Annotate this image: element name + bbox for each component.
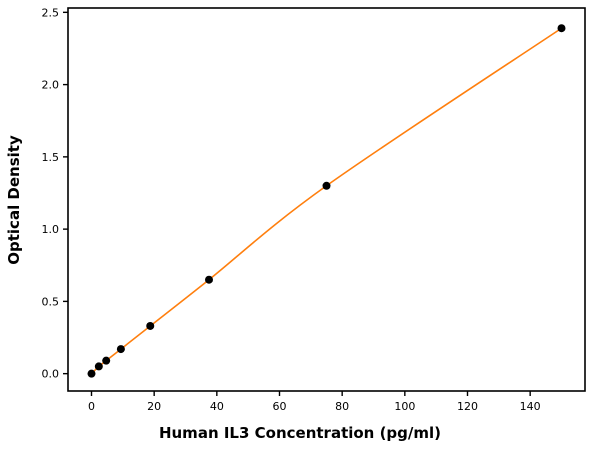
y-tick-label: 0.5 bbox=[42, 295, 60, 308]
data-point bbox=[557, 24, 566, 33]
data-point bbox=[94, 362, 103, 371]
x-tick-label: 120 bbox=[457, 400, 478, 413]
fit-curve-line bbox=[90, 27, 562, 375]
data-point bbox=[205, 275, 213, 284]
data-point bbox=[146, 321, 155, 330]
x-tick-label: 140 bbox=[520, 400, 541, 413]
y-tick-label: 2.5 bbox=[42, 6, 60, 19]
x-tick-label: 40 bbox=[210, 400, 224, 413]
x-tick-label: 20 bbox=[147, 400, 161, 413]
x-tick-label: 60 bbox=[273, 400, 287, 413]
y-tick-label: 2.0 bbox=[42, 79, 60, 92]
y-axis-label: Optical Density bbox=[5, 135, 23, 265]
y-tick-label: 1.0 bbox=[42, 223, 60, 236]
data-point bbox=[322, 181, 331, 190]
x-axis-label: Human IL3 Concentration (pg/ml) bbox=[158, 424, 442, 442]
x-tick-label: 100 bbox=[394, 400, 415, 413]
x-tick-label: 80 bbox=[335, 400, 349, 413]
y-tick-label: 0.0 bbox=[42, 368, 60, 381]
data-point bbox=[102, 356, 111, 365]
data-point bbox=[87, 369, 96, 378]
data-point bbox=[116, 345, 125, 354]
x-tick-label: 0 bbox=[88, 400, 95, 413]
y-tick-label: 1.5 bbox=[42, 151, 60, 164]
plot-border bbox=[67, 7, 586, 392]
